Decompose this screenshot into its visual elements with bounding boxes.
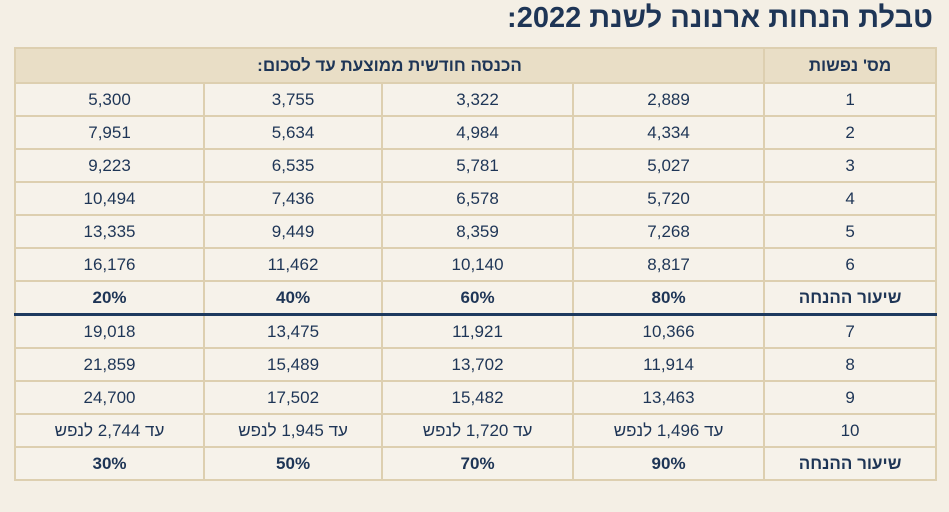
rate-cell: 60% [381,280,575,316]
income-cell: 19,018 [13,313,206,349]
income-cell: 9,223 [13,148,206,183]
income-cell: 8,359 [381,214,575,249]
table-row: 10 עד 1,496 לנפש עד 1,720 לנפש עד 1,945 לנפ… [13,413,938,448]
persons-cell: 3 [763,148,938,183]
rate-cell: 80% [572,280,766,316]
income-cell: 3,322 [381,82,575,117]
table-row: 2 4,334 4,984 5,634 7,951 [13,115,938,150]
table-row: 7 10,366 11,921 13,475 19,018 [13,313,938,349]
income-cell: 5,720 [572,181,766,216]
rate-cell: 70% [381,446,575,481]
page-title: טבלת הנחות ארנונה לשנת 2022: [507,2,933,34]
income-cell: 2,889 [572,82,766,117]
income-cell: 8,817 [572,247,766,282]
income-cell: 15,489 [203,347,384,382]
income-cell: 9,449 [203,214,384,249]
rate-cell: 20% [13,280,206,316]
income-cell: 6,535 [203,148,384,183]
persons-cell: 5 [763,214,938,249]
table-row: 8 11,914 13,702 15,489 21,859 [13,347,938,382]
income-cell: 13,475 [203,313,384,349]
income-cell: 4,334 [572,115,766,150]
income-cell: 5,300 [13,82,206,117]
income-cell: 24,700 [13,380,206,415]
rate-cell: 50% [203,446,384,481]
income-cell: עד 1,720 לנפש [381,413,575,448]
rate-label: שיעור ההנחה [763,280,938,316]
income-cell: 10,140 [381,247,575,282]
income-cell: 11,921 [381,313,575,349]
persons-cell: 8 [763,347,938,382]
persons-cell: 7 [763,313,938,349]
income-cell: 10,494 [13,181,206,216]
persons-cell: 10 [763,413,938,448]
discount-rate-row: שיעור ההנחה 80% 60% 40% 20% [13,280,938,316]
rate-cell: 30% [13,446,206,481]
income-cell: 13,463 [572,380,766,415]
income-cell: עד 1,945 לנפש [203,413,384,448]
income-cell: 11,914 [572,347,766,382]
rate-cell: 90% [572,446,766,481]
income-cell: 5,781 [381,148,575,183]
income-cell: 13,702 [381,347,575,382]
income-header: הכנסה חודשית ממוצעת עד לסכום: [13,47,766,84]
income-cell: 7,436 [203,181,384,216]
income-cell: 4,984 [381,115,575,150]
income-cell: עד 1,496 לנפש [572,413,766,448]
table-row: 3 5,027 5,781 6,535 9,223 [13,148,938,183]
income-cell: 3,755 [203,82,384,117]
persons-cell: 9 [763,380,938,415]
persons-cell: 4 [763,181,938,216]
table-row: 9 13,463 15,482 17,502 24,700 [13,380,938,415]
header-row: מס' נפשות הכנסה חודשית ממוצעת עד לסכום: [13,47,938,84]
table-row: 4 5,720 6,578 7,436 10,494 [13,181,938,216]
persons-cell: 6 [763,247,938,282]
income-cell: 15,482 [381,380,575,415]
income-cell: 7,268 [572,214,766,249]
income-cell: 17,502 [203,380,384,415]
table-row: 6 8,817 10,140 11,462 16,176 [13,247,938,282]
rate-label: שיעור ההנחה [763,446,938,481]
rate-cell: 40% [203,280,384,316]
persons-cell: 1 [763,82,938,117]
income-cell: 21,859 [13,347,206,382]
income-cell: 16,176 [13,247,206,282]
discount-rate-row: שיעור ההנחה 90% 70% 50% 30% [13,446,938,481]
income-cell: 13,335 [13,214,206,249]
income-cell: 10,366 [572,313,766,349]
discount-table: מס' נפשות הכנסה חודשית ממוצעת עד לסכום: … [13,47,938,481]
table-row: 5 7,268 8,359 9,449 13,335 [13,214,938,249]
income-cell: 6,578 [381,181,575,216]
table-row: 1 2,889 3,322 3,755 5,300 [13,82,938,117]
income-cell: 11,462 [203,247,384,282]
persons-header: מס' נפשות [763,47,938,84]
income-cell: 7,951 [13,115,206,150]
income-cell: 5,027 [572,148,766,183]
income-cell: 5,634 [203,115,384,150]
persons-cell: 2 [763,115,938,150]
income-cell: עד 2,744 לנפש [13,413,206,448]
